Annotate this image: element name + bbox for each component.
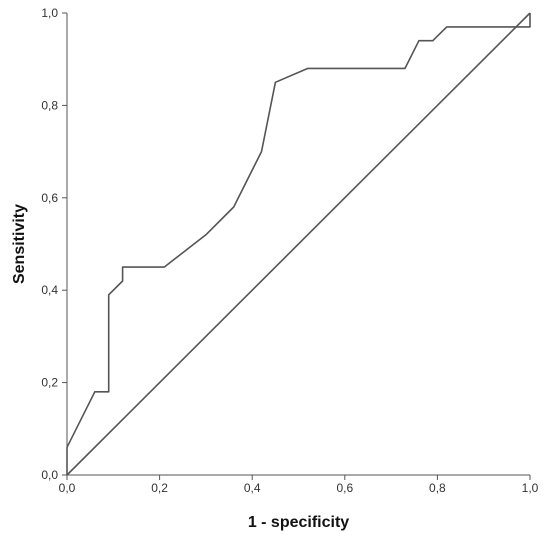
y-axis-title: Sensitivity [11,204,28,284]
x-tick-label: 0,8 [429,481,446,495]
x-axis-ticks: 0,0 0,2 0,4 0,6 0,8 1,0 [59,475,539,495]
plot-frame [66,13,530,476]
y-tick-label: 0,0 [41,468,58,482]
reference-diagonal-line [66,12,531,476]
y-tick-label: 0,4 [41,283,58,297]
x-tick-label: 0,6 [336,481,353,495]
y-axis-ticks: 0,0 0,2 0,4 0,6 0,8 1,0 [41,6,67,482]
y-tick-label: 0,6 [41,191,58,205]
x-tick-label: 0,4 [244,481,261,495]
roc-curve-line [66,13,531,475]
x-tick-label: 0,2 [151,481,168,495]
x-tick-label: 1,0 [522,481,539,495]
x-tick-label: 0,0 [59,481,76,495]
y-tick-label: 0,2 [41,376,58,390]
y-tick-label: 0,8 [41,98,58,112]
x-axis-title: 1 - specificity [248,514,349,531]
y-tick-label: 1,0 [41,6,58,20]
series-layer [66,12,531,476]
